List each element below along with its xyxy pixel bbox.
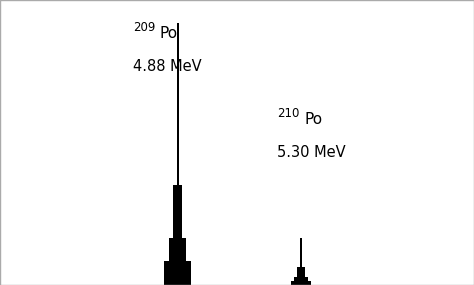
- Text: 209: 209: [133, 21, 155, 34]
- Text: Po: Po: [160, 26, 178, 41]
- Text: 5.30 MeV: 5.30 MeV: [277, 144, 346, 160]
- Text: Po: Po: [304, 112, 322, 127]
- Text: 210: 210: [277, 107, 300, 120]
- Text: 4.88 MeV: 4.88 MeV: [133, 59, 201, 74]
